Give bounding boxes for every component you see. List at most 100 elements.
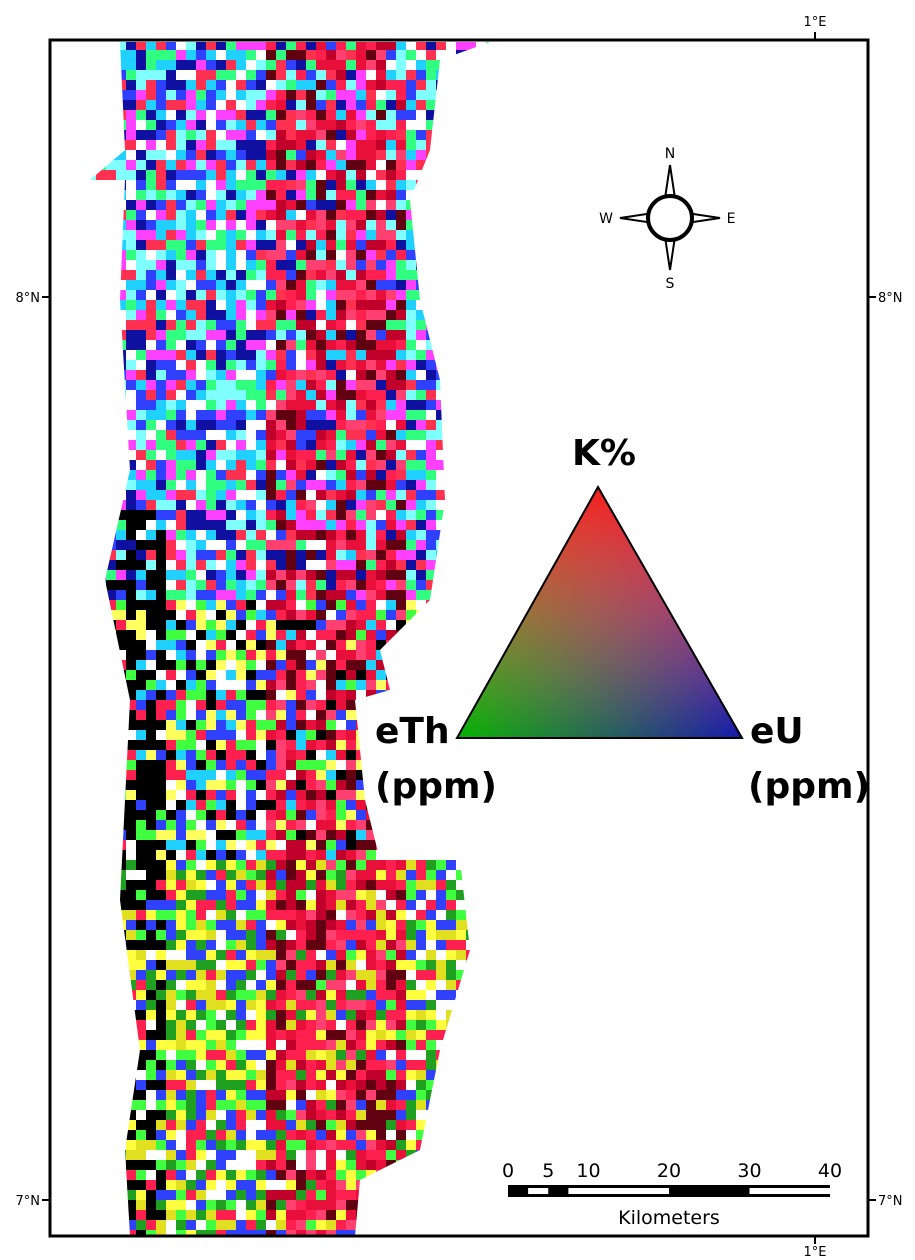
raster-cell — [356, 750, 366, 760]
raster-cell — [456, 420, 466, 430]
raster-cell — [356, 1200, 366, 1210]
raster-cell — [156, 470, 166, 480]
raster-cell — [486, 440, 496, 450]
raster-cell — [136, 130, 146, 140]
raster-cell — [416, 660, 426, 670]
raster-cell — [446, 340, 456, 350]
raster-cell — [206, 530, 216, 540]
raster-cell — [106, 530, 116, 540]
raster-cell — [436, 870, 446, 880]
raster-cell — [316, 480, 326, 490]
raster-cell — [216, 160, 226, 170]
raster-cell — [106, 460, 116, 470]
raster-cell — [356, 1000, 366, 1010]
raster-cell — [286, 140, 296, 150]
raster-cell — [486, 830, 496, 840]
raster-cell — [476, 270, 486, 280]
raster-cell — [236, 480, 246, 490]
raster-cell — [466, 750, 476, 760]
raster-cell — [396, 200, 406, 210]
raster-cell — [456, 970, 466, 980]
raster-cell — [266, 690, 276, 700]
raster-cell — [236, 370, 246, 380]
raster-cell — [106, 1170, 116, 1180]
raster-cell — [136, 690, 146, 700]
raster-cell — [426, 880, 436, 890]
raster-cell — [136, 1080, 146, 1090]
raster-cell — [106, 800, 116, 810]
raster-cell — [196, 450, 206, 460]
raster-cell — [136, 1160, 146, 1170]
raster-cell — [456, 850, 466, 860]
raster-cell — [246, 90, 256, 100]
raster-cell — [356, 620, 366, 630]
raster-cell — [436, 910, 446, 920]
raster-cell — [456, 890, 466, 900]
raster-cell — [146, 600, 156, 610]
raster-cell — [216, 800, 226, 810]
raster-cell — [286, 740, 296, 750]
raster-cell — [196, 90, 206, 100]
raster-cell — [426, 120, 436, 130]
raster-cell — [256, 550, 266, 560]
raster-cell — [316, 810, 326, 820]
raster-cell — [196, 600, 206, 610]
raster-cell — [216, 530, 226, 540]
raster-cell — [446, 90, 456, 100]
raster-cell — [166, 890, 176, 900]
raster-cell — [86, 470, 96, 480]
raster-cell — [436, 1220, 446, 1230]
raster-cell — [276, 660, 286, 670]
raster-cell — [456, 750, 466, 760]
raster-cell — [116, 710, 126, 720]
raster-cell — [116, 1070, 126, 1080]
raster-cell — [346, 290, 356, 300]
raster-cell — [196, 80, 206, 90]
raster-cell — [286, 160, 296, 170]
raster-cell — [366, 370, 376, 380]
raster-cell — [316, 470, 326, 480]
raster-cell — [466, 1190, 476, 1200]
raster-cell — [426, 390, 436, 400]
raster-cell — [376, 870, 386, 880]
raster-cell — [246, 450, 256, 460]
raster-cell — [426, 140, 436, 150]
raster-cell — [326, 740, 336, 750]
raster-cell — [396, 1010, 406, 1020]
raster-cell — [456, 1030, 466, 1040]
raster-cell — [86, 360, 96, 370]
raster-cell — [196, 1200, 206, 1210]
raster-cell — [366, 1200, 376, 1210]
raster-cell — [86, 850, 96, 860]
raster-cell — [276, 630, 286, 640]
raster-cell — [106, 110, 116, 120]
raster-cell — [316, 930, 326, 940]
raster-cell — [146, 160, 156, 170]
raster-cell — [486, 1170, 496, 1180]
raster-cell — [396, 590, 406, 600]
raster-cell — [206, 360, 216, 370]
raster-cell — [146, 1030, 156, 1040]
raster-cell — [106, 700, 116, 710]
raster-cell — [146, 1110, 156, 1120]
raster-cell — [136, 800, 146, 810]
raster-cell — [446, 440, 456, 450]
raster-cell — [196, 590, 206, 600]
raster-cell — [316, 720, 326, 730]
raster-cell — [456, 680, 466, 690]
raster-cell — [246, 540, 256, 550]
raster-cell — [276, 910, 286, 920]
raster-cell — [316, 330, 326, 340]
raster-cell — [96, 860, 106, 870]
raster-cell — [406, 270, 416, 280]
raster-cell — [86, 940, 96, 950]
raster-cell — [366, 830, 376, 840]
raster-cell — [156, 790, 166, 800]
raster-cell — [326, 140, 336, 150]
raster-cell — [276, 600, 286, 610]
ternary-label: (ppm) — [748, 766, 870, 807]
raster-cell — [466, 550, 476, 560]
raster-cell — [216, 470, 226, 480]
raster-cell — [156, 960, 166, 970]
raster-cell — [266, 490, 276, 500]
